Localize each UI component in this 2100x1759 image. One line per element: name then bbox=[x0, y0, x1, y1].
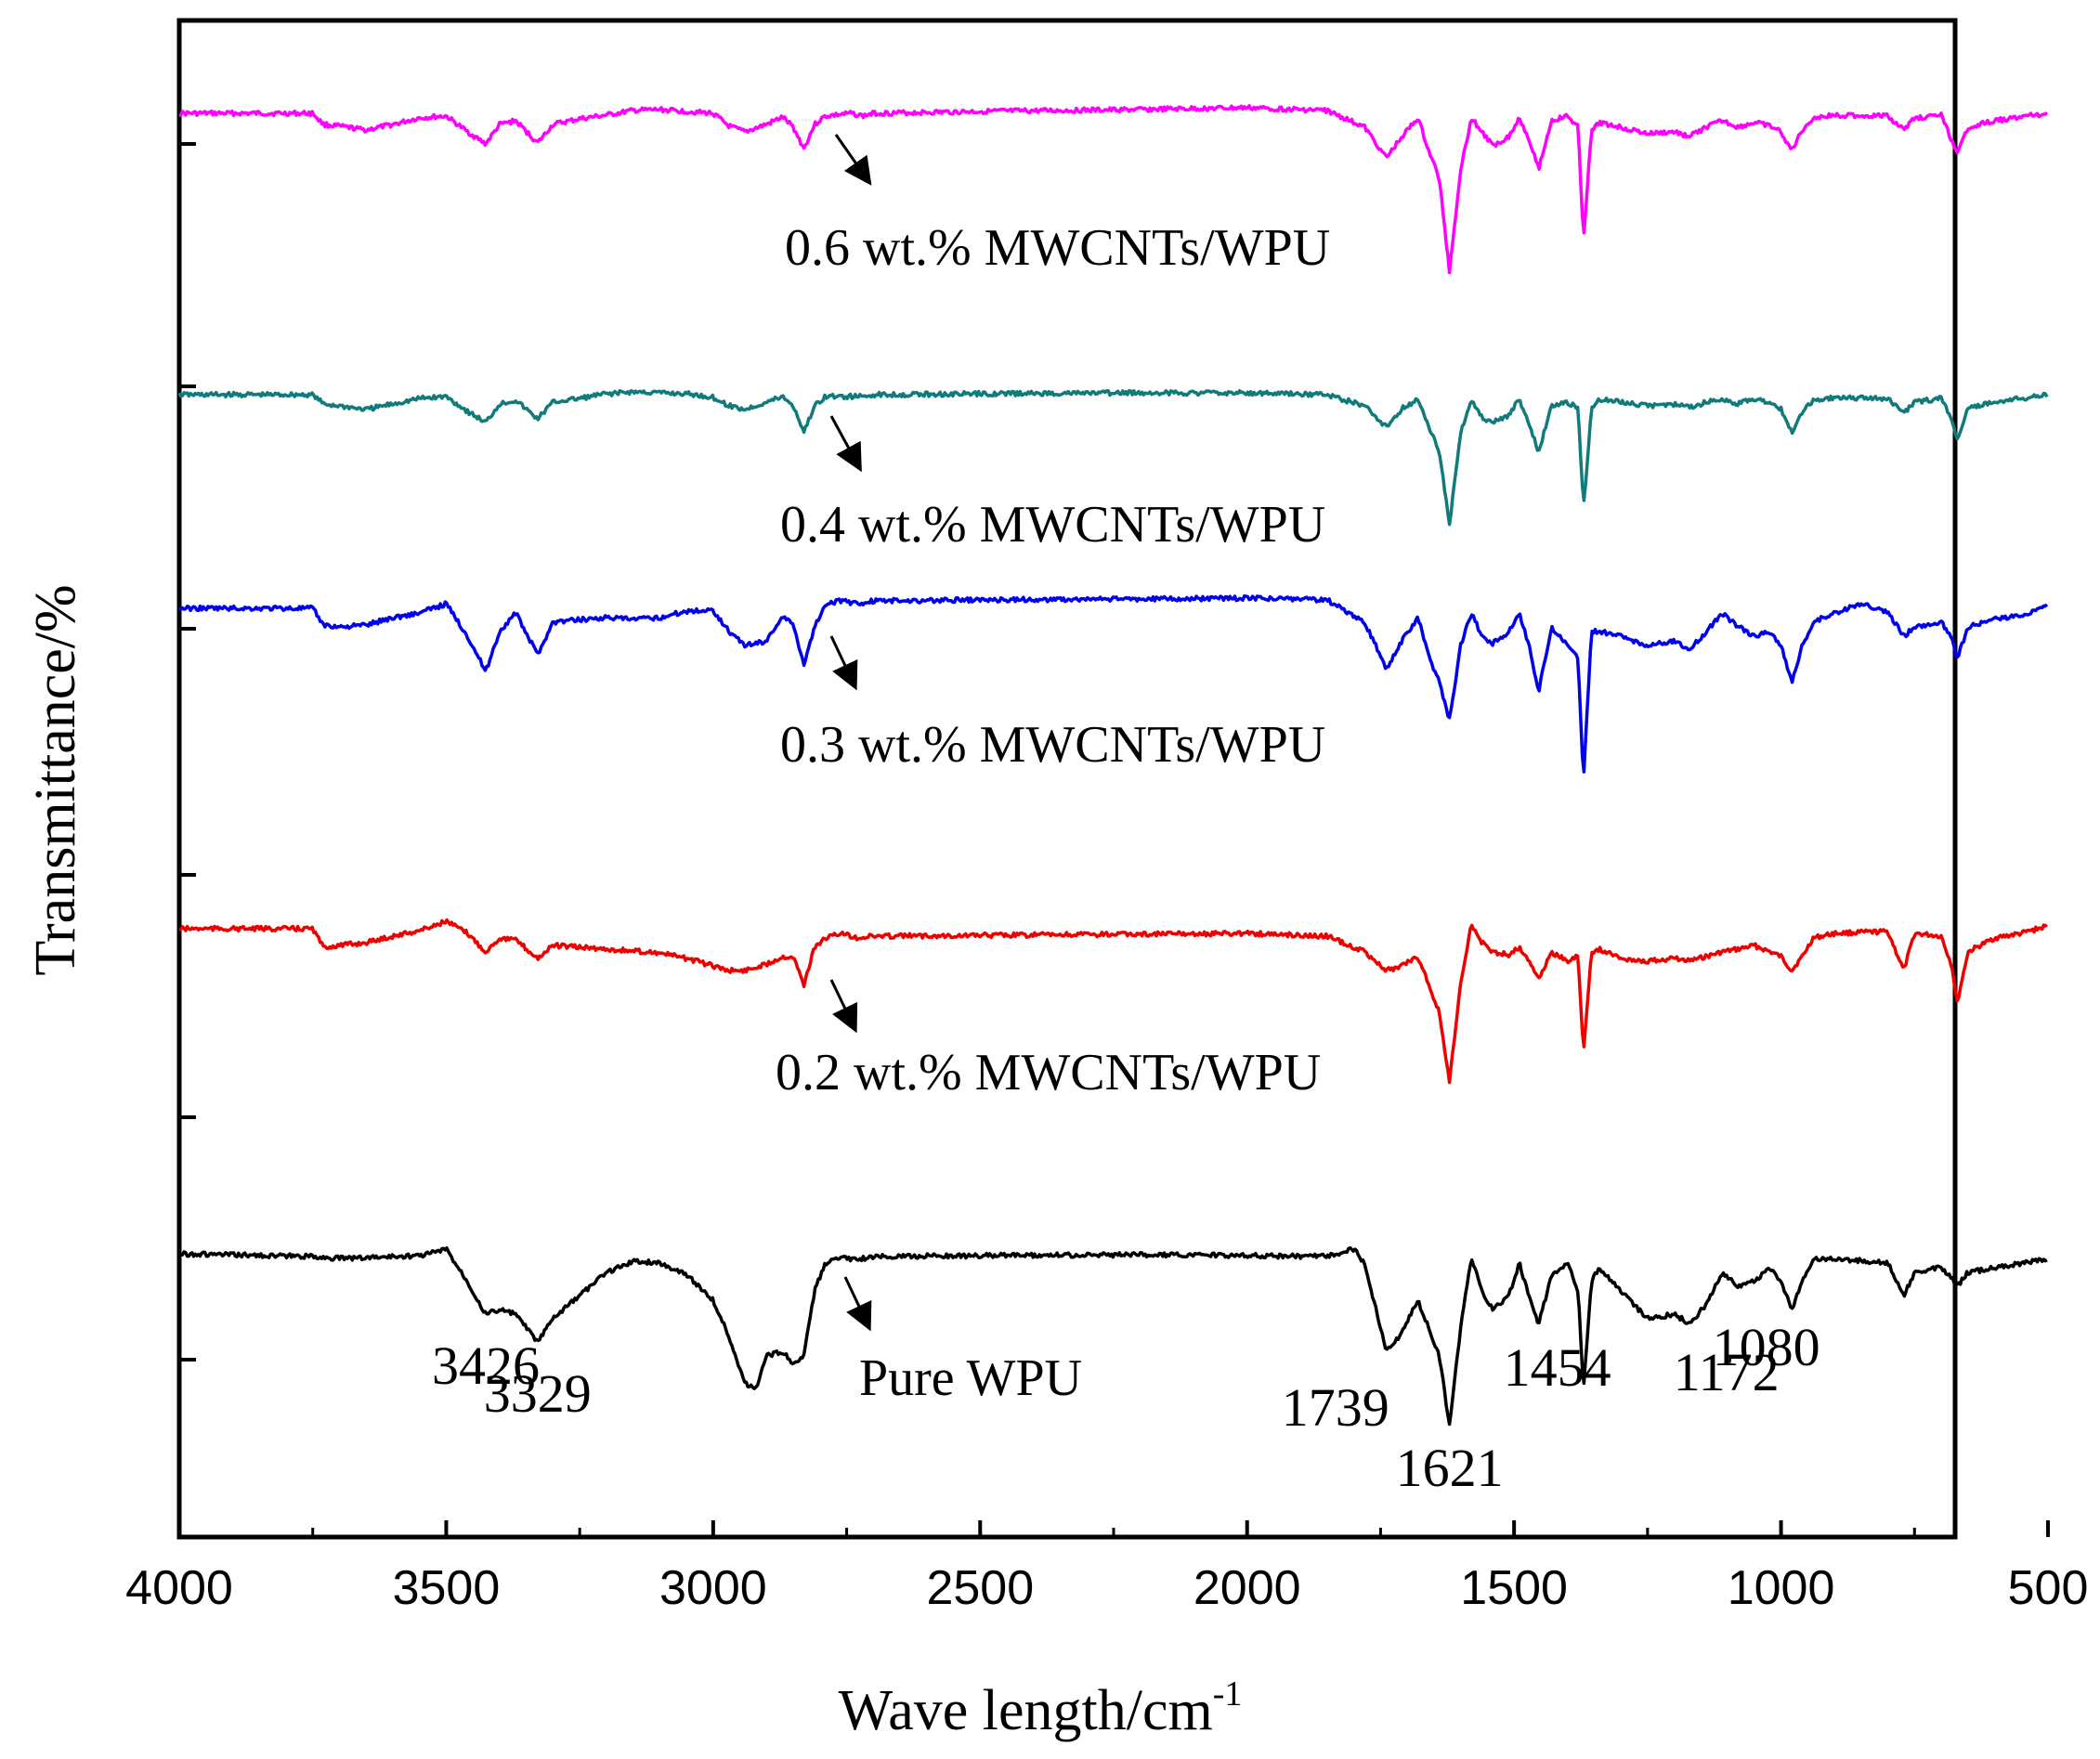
series-label: 0.6 wt.% MWCNTs/WPU bbox=[785, 219, 1330, 277]
series-line bbox=[177, 388, 2049, 527]
peak-label: 3329 bbox=[484, 1363, 592, 1424]
x-tick-label: 2500 bbox=[926, 1561, 1034, 1615]
series-label: 0.2 wt.% MWCNTs/WPU bbox=[776, 1044, 1321, 1101]
x-axis-title-superscript: -1 bbox=[1213, 1674, 1243, 1713]
series-line bbox=[177, 1245, 2048, 1427]
x-tick-label: 1500 bbox=[1460, 1561, 1568, 1615]
plot-frame bbox=[176, 18, 1958, 1540]
y-axis-title: Transmittance/% bbox=[24, 584, 87, 975]
y-ticks bbox=[179, 142, 196, 1362]
series-label-arrow bbox=[843, 1276, 872, 1332]
x-ticks bbox=[177, 1520, 2050, 1537]
peak-label: 3426 bbox=[432, 1336, 540, 1396]
series-line bbox=[178, 918, 2048, 1085]
x-axis-title: Wave length/cm-1 bbox=[839, 1674, 1243, 1742]
x-tick-label: 500 bbox=[2008, 1561, 2089, 1615]
peak-label: 1172 bbox=[1674, 1342, 1780, 1402]
peak-label: 1454 bbox=[1504, 1337, 1611, 1398]
series-label: 0.4 wt.% MWCNTs/WPU bbox=[780, 496, 1325, 554]
peak-label: 1080 bbox=[1713, 1317, 1820, 1377]
series-label-arrow bbox=[829, 635, 858, 691]
x-tick-label: 2000 bbox=[1193, 1561, 1301, 1615]
series-label: Pure WPU bbox=[859, 1349, 1082, 1407]
x-tick-labels: 4000 3500 3000 2500 2000 1500 1000 500 bbox=[125, 1561, 2088, 1615]
series-line bbox=[177, 593, 2049, 774]
series-label-arrow bbox=[829, 415, 862, 473]
x-tick-label: 1000 bbox=[1728, 1561, 1835, 1615]
peak-label: 1621 bbox=[1396, 1438, 1504, 1498]
series-labels: 0.6 wt.% MWCNTs/WPU 0.4 wt.% MWCNTs/WPU 0.… bbox=[776, 219, 1330, 1407]
series-arrows bbox=[829, 134, 872, 1332]
series-label-arrow bbox=[834, 134, 872, 186]
peak-label: 1739 bbox=[1282, 1377, 1389, 1438]
x-tick-label: 3500 bbox=[393, 1561, 501, 1615]
x-tick-label: 3000 bbox=[659, 1561, 767, 1615]
series-line bbox=[178, 104, 2049, 275]
x-axis-title-text: Wave length/cm bbox=[839, 1679, 1213, 1742]
x-tick-label: 4000 bbox=[125, 1561, 233, 1615]
series-group bbox=[177, 104, 2049, 1427]
series-label: 0.3 wt.% MWCNTs/WPU bbox=[780, 716, 1325, 774]
series-label-arrow bbox=[829, 979, 858, 1034]
